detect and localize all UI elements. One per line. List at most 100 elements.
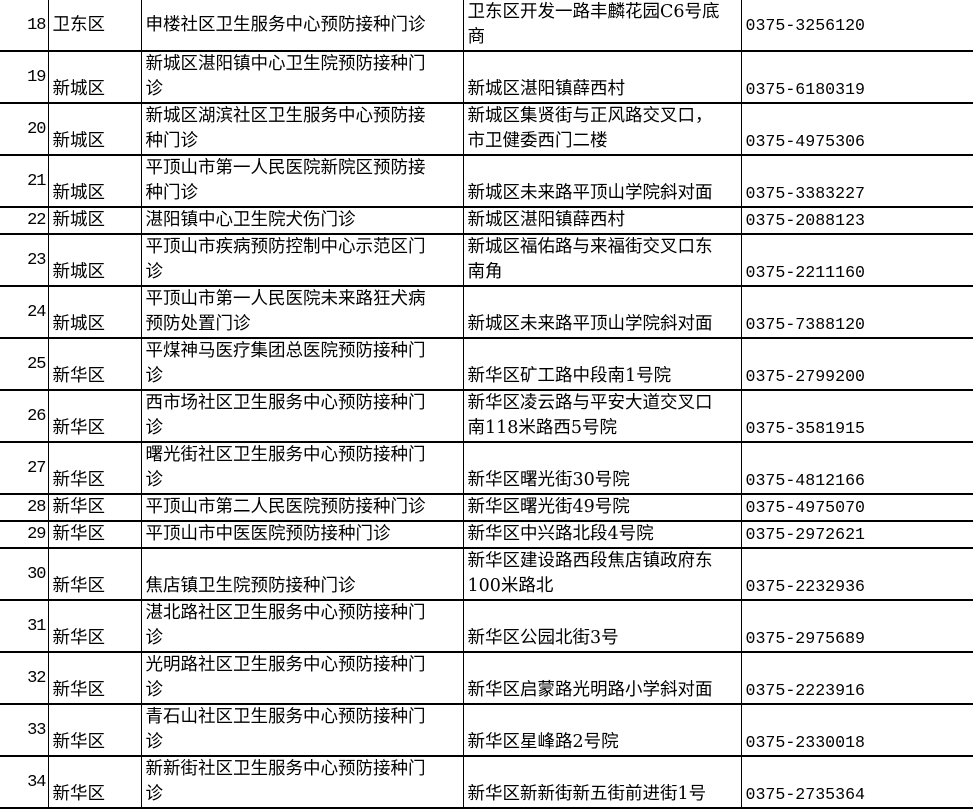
row-number: 25 — [0, 338, 49, 391]
phone-cell: 0375-2223916 — [740, 652, 973, 705]
phone-cell: 0375-2799200 — [740, 338, 973, 391]
row-number: 20 — [0, 103, 49, 156]
district-cell: 新华区 — [47, 494, 142, 522]
row-number: 31 — [0, 600, 49, 653]
district-cell: 新华区 — [47, 338, 142, 391]
row-number: 32 — [0, 652, 49, 705]
clinic-name-cell: 西市场社区卫生服务中心预防接种门 诊 — [140, 390, 464, 443]
row-number: 28 — [0, 494, 49, 522]
district-cell: 新城区 — [47, 234, 142, 287]
district-cell: 新城区 — [47, 51, 142, 104]
address-cell: 新华区矿工路中段南1号院 — [462, 338, 742, 391]
district-cell: 卫东区 — [47, 0, 142, 52]
row-number: 29 — [0, 521, 49, 549]
table-row: 29 新华区 平顶山市中医医院预防接种门诊 新华区中兴路北段4号院 0375-29726… — [0, 521, 973, 549]
phone-cell: 0375-2088123 — [740, 207, 973, 235]
district-cell: 新城区 — [47, 286, 142, 339]
phone-cell: 0375-2735364 — [740, 756, 973, 809]
phone-cell: 0375-2972621 — [740, 521, 973, 549]
table-row: 33 新华区 青石山社区卫生服务中心预防接种门 诊新华区星峰路2号院 0375-233… — [0, 704, 973, 757]
table-row: 20 新城区 新城区湖滨社区卫生服务中心预防接 种门诊 新城区集贤街与正风路交叉口， … — [0, 103, 973, 156]
row-number: 19 — [0, 51, 49, 104]
clinic-name-cell: 申楼社区卫生服务中心预防接种门诊 — [140, 0, 464, 52]
phone-cell: 0375-2330018 — [740, 704, 973, 757]
clinic-name-cell: 新城区湖滨社区卫生服务中心预防接 种门诊 — [140, 103, 464, 156]
district-cell: 新华区 — [47, 390, 142, 443]
table-row: 21 新城区 平顶山市第一人民医院新院区预防接 种门诊 新城区未来路平顶山学院斜对面 0… — [0, 155, 973, 208]
table-row: 32 新华区 光明路社区卫生服务中心预防接种门 诊新华区启蒙路光明路小学斜对面 037… — [0, 652, 973, 705]
row-number: 30 — [0, 548, 49, 601]
phone-cell: 0375-6180319 — [740, 51, 973, 104]
row-number: 23 — [0, 234, 49, 287]
clinic-name-cell: 平顶山市第一人民医院新院区预防接 种门诊 — [140, 155, 464, 208]
address-cell: 新城区未来路平顶山学院斜对面 — [462, 286, 742, 339]
address-cell: 新华区建设路西段焦店镇政府东 100米路北 — [462, 548, 742, 601]
address-cell: 新城区未来路平顶山学院斜对面 — [462, 155, 742, 208]
address-cell: 新城区湛阳镇薛西村 — [462, 207, 742, 235]
address-cell: 新城区湛阳镇薛西村 — [462, 51, 742, 104]
row-number: 18 — [0, 0, 49, 52]
district-cell: 新华区 — [47, 600, 142, 653]
clinic-name-cell: 焦店镇卫生院预防接种门诊 — [140, 548, 464, 601]
table-row: 25 新华区 平煤神马医疗集团总医院预防接种门 诊新华区矿工路中段南1号院 0375-… — [0, 338, 973, 391]
address-cell: 卫东区开发一路丰麟花园C6号底 商 — [462, 0, 742, 52]
address-cell: 新华区凌云路与平安大道交叉口 南118米路西5号院 — [462, 390, 742, 443]
row-number: 26 — [0, 390, 49, 443]
district-cell: 新华区 — [47, 548, 142, 601]
clinic-name-cell: 平顶山市疾病预防控制中心示范区门 诊 — [140, 234, 464, 287]
clinic-name-cell: 曙光街社区卫生服务中心预防接种门 诊 — [140, 442, 464, 495]
district-cell: 新华区 — [47, 521, 142, 549]
address-cell: 新城区集贤街与正风路交叉口， 市卫健委西门二楼 — [462, 103, 742, 156]
district-cell: 新城区 — [47, 103, 142, 156]
clinic-name-cell: 平顶山市第一人民医院未来路狂犬病 预防处置门诊 — [140, 286, 464, 339]
table-row: 28 新华区 平顶山市第二人民医院预防接种门诊 新华区曙光街49号院 0375-4975… — [0, 494, 973, 522]
clinic-name-cell: 光明路社区卫生服务中心预防接种门 诊 — [140, 652, 464, 705]
table-row: 26 新华区 西市场社区卫生服务中心预防接种门 诊新华区凌云路与平安大道交叉口 南1… — [0, 390, 973, 443]
phone-cell: 0375-2211160 — [740, 234, 973, 287]
address-cell: 新华区星峰路2号院 — [462, 704, 742, 757]
district-cell: 新城区 — [47, 155, 142, 208]
address-cell: 新城区福佑路与来福街交叉口东 南角 — [462, 234, 742, 287]
table-row: 30 新华区 焦店镇卫生院预防接种门诊 新华区建设路西段焦店镇政府东 100米路北 03… — [0, 548, 973, 601]
row-number: 22 — [0, 207, 49, 235]
row-number: 33 — [0, 704, 49, 757]
district-cell: 新城区 — [47, 207, 142, 235]
phone-cell: 0375-3581915 — [740, 390, 973, 443]
table-row: 34 新华区 新新街社区卫生服务中心预防接种门 诊新华区新新街新五街前进街1号 037… — [0, 756, 973, 809]
clinic-name-cell: 新城区湛阳镇中心卫生院预防接种门 诊 — [140, 51, 464, 104]
table-row: 31 新华区 湛北路社区卫生服务中心预防接种门 诊新华区公园北街3号 0375-297… — [0, 600, 973, 653]
table-row: 27 新华区 曙光街社区卫生服务中心预防接种门 诊新华区曙光街30号院 0375-48… — [0, 442, 973, 495]
district-cell: 新华区 — [47, 704, 142, 757]
row-number: 34 — [0, 756, 49, 809]
address-cell: 新华区启蒙路光明路小学斜对面 — [462, 652, 742, 705]
phone-cell: 0375-4812166 — [740, 442, 973, 495]
table-row: 22 新城区 湛阳镇中心卫生院犬伤门诊 新城区湛阳镇薛西村 0375-2088123 — [0, 207, 973, 235]
phone-cell: 0375-2232936 — [740, 548, 973, 601]
phone-cell: 0375-3256120 — [740, 0, 973, 52]
clinic-name-cell: 新新街社区卫生服务中心预防接种门 诊 — [140, 756, 464, 809]
row-number: 21 — [0, 155, 49, 208]
table-row: 23 新城区 平顶山市疾病预防控制中心示范区门 诊新城区福佑路与来福街交叉口东 南角… — [0, 234, 973, 287]
address-cell: 新华区曙光街30号院 — [462, 442, 742, 495]
phone-cell: 0375-4975306 — [740, 103, 973, 156]
address-cell: 新华区中兴路北段4号院 — [462, 521, 742, 549]
district-cell: 新华区 — [47, 442, 142, 495]
clinic-name-cell: 平顶山市中医医院预防接种门诊 — [140, 521, 464, 549]
clinic-name-cell: 青石山社区卫生服务中心预防接种门 诊 — [140, 704, 464, 757]
clinic-name-cell: 平顶山市第二人民医院预防接种门诊 — [140, 494, 464, 522]
clinic-name-cell: 平煤神马医疗集团总医院预防接种门 诊 — [140, 338, 464, 391]
address-cell: 新华区曙光街49号院 — [462, 494, 742, 522]
table-row: 19 新城区 新城区湛阳镇中心卫生院预防接种门 诊新城区湛阳镇薛西村 0375-618… — [0, 51, 973, 104]
clinic-name-cell: 湛阳镇中心卫生院犬伤门诊 — [140, 207, 464, 235]
row-number: 24 — [0, 286, 49, 339]
phone-cell: 0375-4975070 — [740, 494, 973, 522]
district-cell: 新华区 — [47, 652, 142, 705]
clinic-name-cell: 湛北路社区卫生服务中心预防接种门 诊 — [140, 600, 464, 653]
table-row: 18 卫东区 申楼社区卫生服务中心预防接种门诊 卫东区开发一路丰麟花园C6号底 商 03… — [0, 0, 973, 52]
table-row: 24 新城区 平顶山市第一人民医院未来路狂犬病 预防处置门诊 新城区未来路平顶山学院斜… — [0, 286, 973, 339]
phone-cell: 0375-7388120 — [740, 286, 973, 339]
phone-cell: 0375-2975689 — [740, 600, 973, 653]
address-cell: 新华区公园北街3号 — [462, 600, 742, 653]
